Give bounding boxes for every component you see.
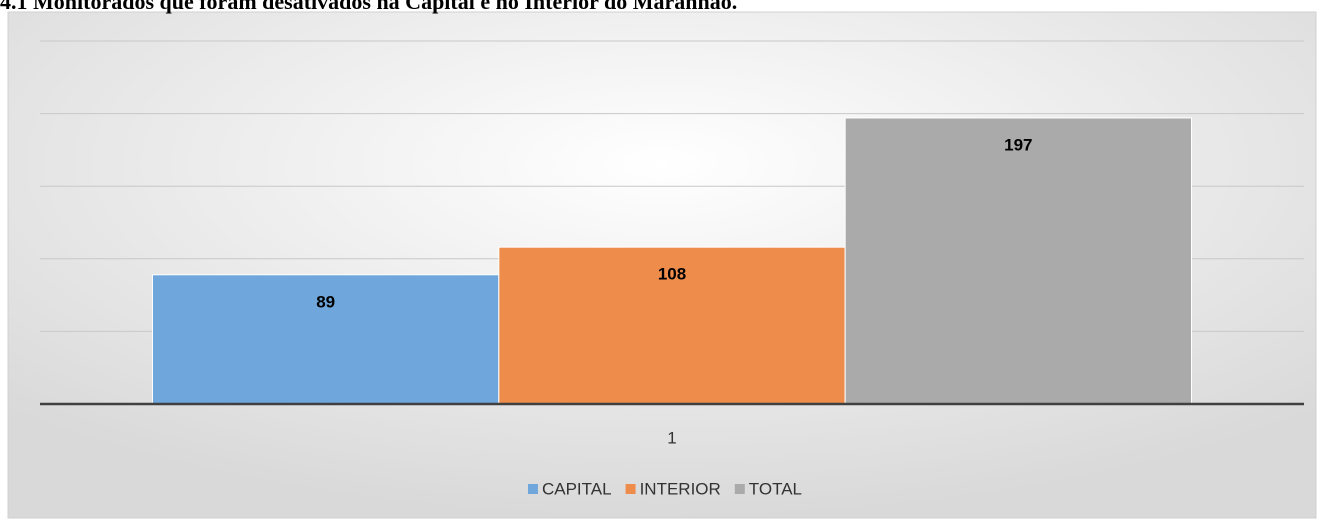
legend-swatch — [734, 484, 745, 494]
bar — [498, 246, 846, 405]
x-tick-label: 1 — [667, 428, 676, 447]
bar — [844, 117, 1193, 405]
legend-swatch — [625, 484, 636, 494]
legend-label: CAPITAL — [542, 479, 612, 498]
legend-label: TOTAL — [749, 479, 802, 498]
data-label: 108 — [658, 265, 686, 284]
data-label: 197 — [1004, 135, 1032, 154]
data-label: 89 — [316, 292, 335, 311]
legend-label: INTERIOR — [640, 479, 721, 498]
legend-swatch — [527, 484, 538, 494]
chart-title: 4.1 Monitorados que foram desativados na… — [0, 0, 737, 14]
